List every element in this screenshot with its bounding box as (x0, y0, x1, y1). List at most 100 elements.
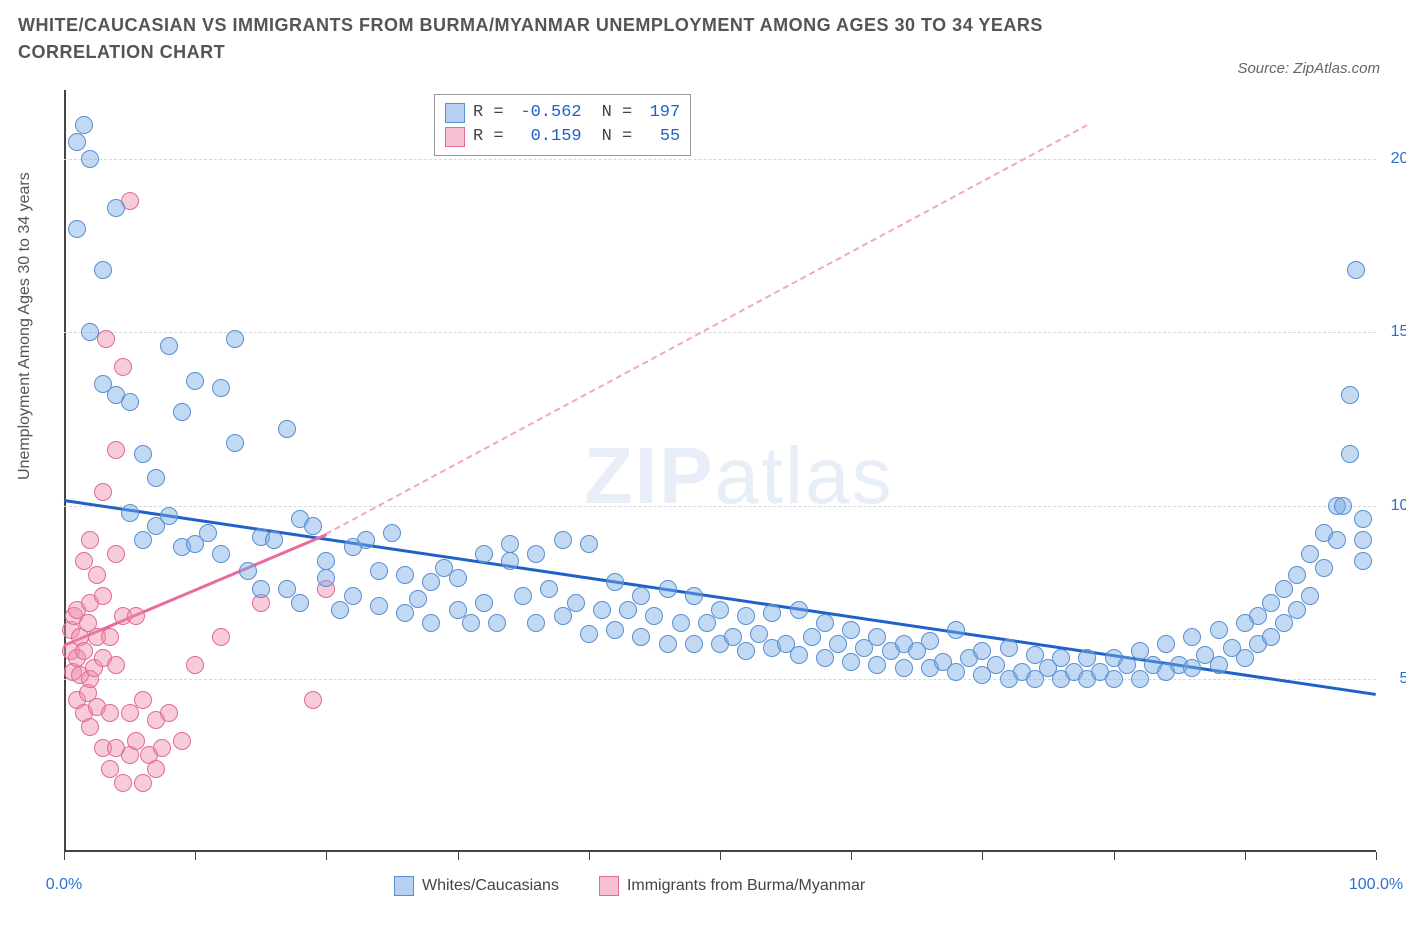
data-point (554, 531, 572, 549)
data-point (1236, 649, 1254, 667)
data-point (1131, 670, 1149, 688)
data-point (147, 469, 165, 487)
data-point (1328, 531, 1346, 549)
data-point (107, 199, 125, 217)
data-point (659, 580, 677, 598)
data-point (1262, 594, 1280, 612)
x-tick (458, 852, 459, 860)
data-point (514, 587, 532, 605)
watermark-atlas: atlas (714, 431, 893, 520)
data-point (422, 573, 440, 591)
data-point (737, 607, 755, 625)
data-point (212, 379, 230, 397)
data-point (199, 524, 217, 542)
stats-row-pink: R = 0.159 N = 55 (445, 125, 680, 149)
data-point (947, 621, 965, 639)
data-point (134, 691, 152, 709)
data-point (790, 646, 808, 664)
data-point (134, 445, 152, 463)
data-point (160, 337, 178, 355)
x-tick (589, 852, 590, 860)
data-point (842, 653, 860, 671)
data-point (134, 531, 152, 549)
data-point (632, 587, 650, 605)
data-point (107, 441, 125, 459)
data-point (829, 635, 847, 653)
data-point (973, 642, 991, 660)
data-point (619, 601, 637, 619)
data-point (396, 604, 414, 622)
data-point (75, 642, 93, 660)
data-point (101, 704, 119, 722)
data-point (94, 483, 112, 501)
legend-item-blue: Whites/Caucasians (394, 876, 559, 896)
data-point (186, 656, 204, 674)
r-label: R = (473, 125, 504, 149)
data-point (1249, 607, 1267, 625)
data-point (606, 573, 624, 591)
watermark: ZIPatlas (584, 430, 893, 522)
data-point (580, 535, 598, 553)
watermark-zip: ZIP (584, 431, 714, 520)
swatch-blue-icon (394, 876, 414, 896)
x-tick (1245, 852, 1246, 860)
data-point (527, 614, 545, 632)
plot-area: ZIPatlas R = -0.562 N = 197 R = 0.159 N … (64, 90, 1376, 870)
data-point (659, 635, 677, 653)
data-point (711, 601, 729, 619)
data-point (75, 116, 93, 134)
data-point (81, 150, 99, 168)
x-tick (1114, 852, 1115, 860)
data-point (239, 562, 257, 580)
data-point (1118, 656, 1136, 674)
data-point (81, 531, 99, 549)
data-point (212, 628, 230, 646)
data-point (94, 261, 112, 279)
data-point (370, 562, 388, 580)
data-point (396, 566, 414, 584)
data-point (127, 607, 145, 625)
data-point (101, 628, 119, 646)
data-point (540, 580, 558, 598)
swatch-blue-icon (445, 103, 465, 123)
data-point (153, 739, 171, 757)
data-point (1341, 386, 1359, 404)
data-point (68, 220, 86, 238)
data-point (226, 330, 244, 348)
data-point (449, 569, 467, 587)
data-point (186, 372, 204, 390)
n-value-pink: 55 (640, 125, 680, 149)
stats-row-blue: R = -0.562 N = 197 (445, 101, 680, 125)
data-point (304, 691, 322, 709)
data-point (409, 590, 427, 608)
data-point (1210, 656, 1228, 674)
data-point (1275, 580, 1293, 598)
data-point (672, 614, 690, 632)
x-tick (720, 852, 721, 860)
data-point (895, 659, 913, 677)
data-point (226, 434, 244, 452)
data-point (252, 580, 270, 598)
r-value-blue: -0.562 (512, 101, 582, 125)
data-point (160, 704, 178, 722)
x-tick (195, 852, 196, 860)
data-point (317, 552, 335, 570)
data-point (291, 594, 309, 612)
data-point (68, 133, 86, 151)
data-point (81, 718, 99, 736)
data-point (501, 535, 519, 553)
x-tick (851, 852, 852, 860)
data-point (1288, 566, 1306, 584)
data-point (685, 635, 703, 653)
data-point (1183, 628, 1201, 646)
gridline (64, 506, 1376, 507)
source-label: Source: ZipAtlas.com (1237, 60, 1380, 77)
legend-label-blue: Whites/Caucasians (422, 877, 559, 895)
legend-label-pink: Immigrants from Burma/Myanmar (627, 877, 865, 895)
data-point (790, 601, 808, 619)
data-point (88, 566, 106, 584)
data-point (114, 358, 132, 376)
data-point (1288, 601, 1306, 619)
n-value-blue: 197 (640, 101, 680, 125)
swatch-pink-icon (599, 876, 619, 896)
